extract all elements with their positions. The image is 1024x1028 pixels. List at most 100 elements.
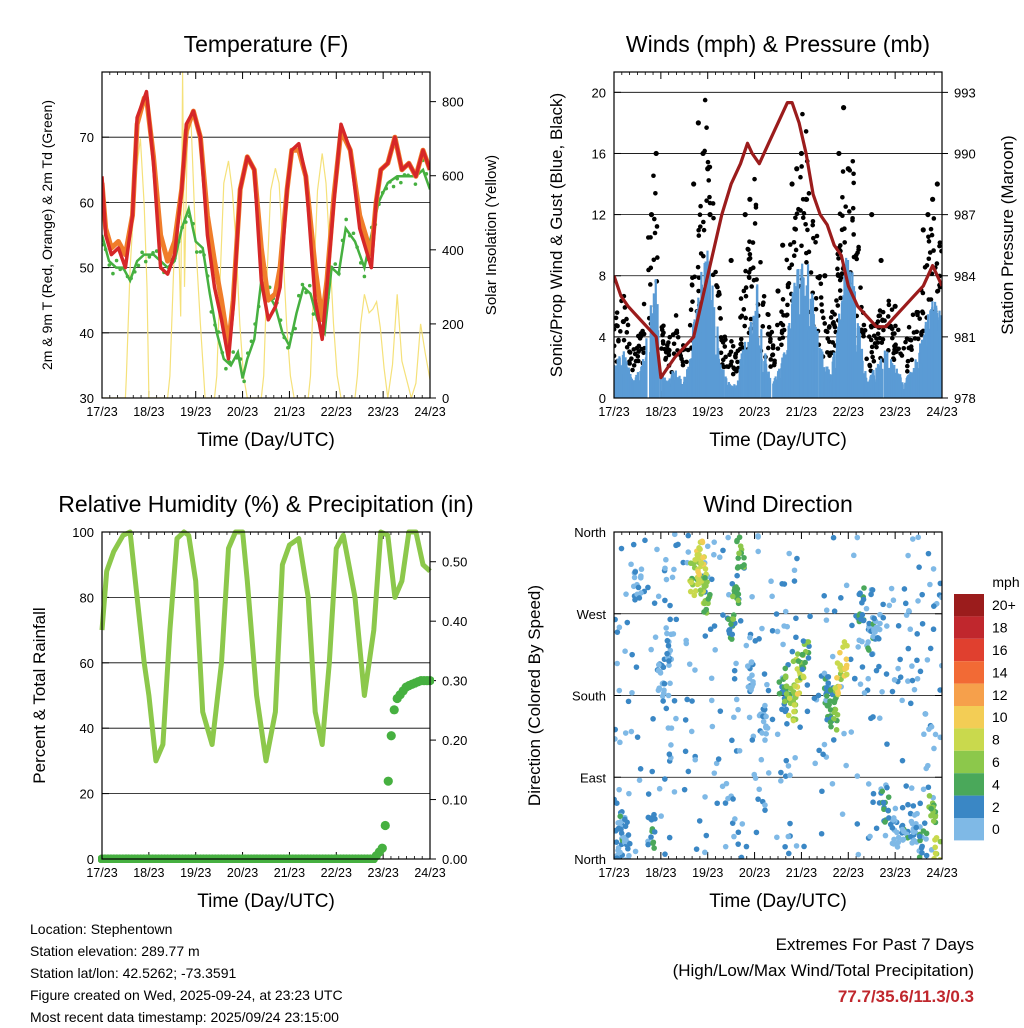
gust-point [758, 259, 763, 265]
direction-point [719, 783, 726, 790]
dewpoint-point [111, 271, 115, 276]
direction-point [843, 662, 850, 669]
direction-point [646, 815, 653, 821]
gust-point [804, 250, 809, 256]
gust-point [907, 337, 913, 343]
direction-point [888, 585, 895, 592]
gust-point [803, 221, 808, 227]
direction-point [781, 581, 788, 587]
direction-point [662, 851, 668, 857]
direction-point [899, 826, 906, 833]
direction-point [696, 545, 702, 551]
direction-point [655, 593, 662, 600]
direction-point [702, 566, 709, 572]
direction-point [614, 839, 620, 845]
gust-point [761, 300, 766, 305]
plot-area [102, 72, 430, 398]
direction-point [832, 697, 838, 704]
gust-point [651, 173, 656, 179]
direction-point [622, 823, 629, 830]
dewpoint-point [300, 282, 305, 287]
gust-point [690, 275, 695, 281]
gust-point [789, 262, 795, 268]
direction-point [645, 584, 651, 591]
gust-point [901, 345, 907, 351]
rh-line [99, 529, 432, 764]
direction-point [785, 712, 792, 719]
gust-point [671, 341, 677, 347]
direction-point [890, 817, 897, 823]
direction-point [665, 692, 672, 699]
direction-point [804, 682, 811, 688]
direction-point [709, 723, 716, 730]
direction-point [825, 680, 832, 686]
colorbar-label: 2 [992, 799, 1000, 815]
direction-point [894, 829, 900, 836]
gust-point [860, 331, 866, 336]
gust-point [766, 324, 772, 330]
gust-point [738, 315, 743, 320]
direction-point [782, 673, 789, 679]
direction-point [746, 714, 753, 721]
gust-point [729, 359, 734, 365]
direction-point [932, 836, 938, 843]
x-tick-label: 17/23 [598, 405, 629, 419]
direction-point [884, 741, 890, 747]
direction-point [905, 678, 911, 684]
direction-point [867, 833, 873, 840]
direction-point [707, 591, 713, 598]
gust-point [627, 349, 632, 355]
direction-point [733, 660, 739, 667]
direction-point [812, 760, 818, 767]
direction-point [752, 775, 759, 781]
direction-point [911, 686, 918, 693]
gust-point [922, 264, 928, 270]
direction-point [829, 653, 836, 660]
direction-point [638, 590, 644, 596]
direction-point [736, 550, 742, 557]
direction-point [651, 811, 657, 818]
direction-point [833, 727, 840, 733]
direction-point [651, 600, 658, 606]
gust-point [673, 313, 679, 318]
direction-point [662, 776, 668, 782]
direction-point [673, 715, 679, 722]
gust-point [655, 255, 660, 260]
direction-point [689, 698, 695, 704]
direction-point [778, 769, 784, 776]
direction-point [827, 698, 833, 704]
direction-point [837, 649, 843, 656]
direction-point [880, 601, 886, 608]
gust-point [652, 230, 658, 236]
gust-point [639, 346, 644, 352]
gust-point [825, 336, 831, 341]
direction-point [786, 695, 793, 702]
direction-point [794, 666, 801, 672]
y-tick-label: North [574, 525, 606, 540]
direction-point [712, 647, 718, 653]
direction-point [932, 731, 939, 738]
direction-point [823, 685, 830, 691]
gust-point [747, 239, 752, 244]
direction-point [657, 668, 663, 675]
gust-point [651, 257, 657, 263]
direction-point [819, 788, 825, 795]
direction-point [799, 651, 806, 658]
gust-point [818, 295, 824, 300]
gust-point [796, 206, 801, 212]
direction-point [794, 651, 801, 657]
gust-point [830, 309, 835, 315]
y-tick-label: 20 [80, 787, 94, 802]
gust-point [838, 243, 843, 248]
dewpoint-point [358, 261, 363, 265]
dewpoint-point [238, 357, 243, 361]
direction-point [760, 718, 767, 725]
dewpoint-point [307, 283, 312, 288]
direction-point [622, 648, 628, 654]
y-tick-label: 60 [80, 195, 94, 210]
colorbar-label: 10 [992, 709, 1008, 725]
x-tick-label: 17/23 [86, 866, 117, 880]
direction-point [936, 860, 942, 866]
gust-point [836, 256, 841, 261]
gust-point [780, 297, 786, 302]
